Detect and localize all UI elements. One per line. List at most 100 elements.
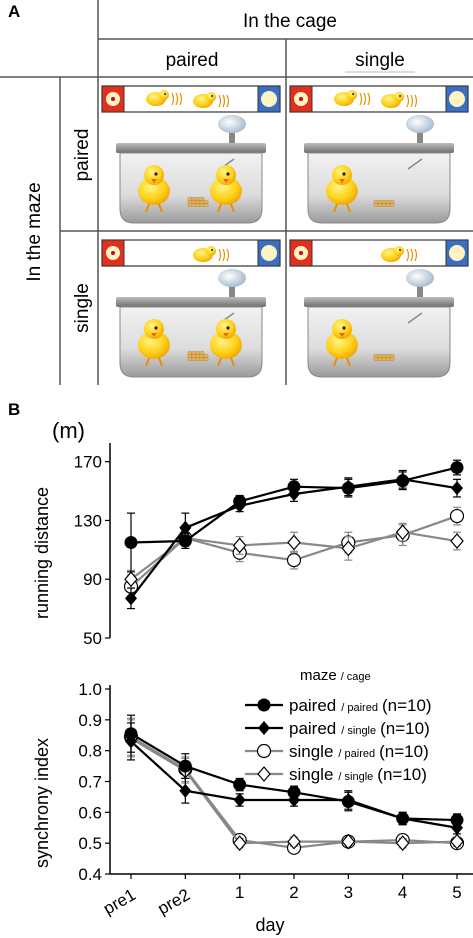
grain [381, 200, 387, 204]
sound-wave [414, 94, 418, 108]
x-tick-label: 3 [344, 883, 353, 902]
grain [385, 203, 391, 207]
chick-head [159, 90, 169, 100]
grain [377, 357, 383, 361]
maze-red-dot [111, 97, 115, 101]
data-point [395, 524, 410, 541]
chick-head [144, 319, 164, 339]
data-point [341, 540, 356, 557]
sound-wave [359, 92, 363, 106]
grain [389, 357, 395, 361]
unit-label: (m) [52, 418, 85, 443]
chick-head [216, 165, 236, 185]
data-point [395, 835, 410, 852]
data-point [450, 833, 464, 850]
series-paired-single [125, 469, 463, 610]
data-point [287, 534, 301, 551]
legend-swatch-marker [257, 698, 271, 712]
grain [195, 203, 201, 207]
chick-leg [145, 357, 150, 367]
legend-swatch-marker [257, 766, 271, 782]
cage-chick [210, 165, 242, 213]
chick-beak [151, 333, 157, 337]
data-point [179, 783, 192, 798]
chick-beak [223, 333, 229, 337]
maze-chick [193, 246, 230, 262]
col-label-single: single [355, 50, 405, 71]
grain [187, 351, 193, 355]
data-point [341, 833, 356, 850]
y-axis-label: synchrony index [32, 738, 52, 868]
maze-chick [193, 92, 230, 108]
chick-head [332, 165, 352, 185]
condition-cell [289, 85, 469, 224]
lamp-stand [417, 283, 423, 297]
chick-eye [399, 95, 401, 97]
chick-leg [230, 203, 235, 213]
x-axis-label: day [255, 915, 284, 935]
maze-chick [334, 90, 371, 106]
grain [191, 203, 197, 207]
chick-beak [339, 179, 345, 183]
chick-body [326, 331, 358, 359]
row-header-in-the-maze: In the maze [24, 182, 45, 281]
series-single-single [124, 719, 464, 852]
cage-lid [304, 143, 454, 153]
x-tick-label: 4 [398, 883, 407, 902]
legend-n: (n=10) [379, 742, 429, 761]
row-label-single: single [72, 283, 93, 333]
cage-chick [138, 319, 170, 367]
cage-lid [116, 143, 266, 153]
data-point [233, 498, 246, 513]
maze-track [101, 239, 281, 267]
grain [377, 354, 383, 358]
cage-lid [116, 297, 266, 307]
data-point [342, 479, 355, 494]
legend-maze: single [289, 742, 333, 761]
data-point [342, 793, 355, 807]
cage-lid [304, 297, 454, 307]
legend-cage: / single [341, 725, 376, 737]
chick-head [206, 246, 216, 256]
panel-a-diagram: In the cage paired single In the maze pa… [0, 0, 473, 385]
sound-wave [406, 248, 410, 262]
grain [385, 354, 391, 358]
data-point [450, 461, 464, 475]
data-point [232, 537, 247, 554]
grain [191, 351, 197, 355]
sound-wave [363, 92, 367, 106]
chick-head [216, 319, 236, 339]
sound-wave [218, 248, 222, 262]
chick-leg [158, 357, 163, 367]
sound-wave [414, 248, 418, 262]
grain [381, 354, 387, 358]
chick-head [394, 246, 404, 256]
lamp-bulb [406, 115, 434, 133]
chick-head [332, 319, 352, 339]
grain [187, 357, 193, 361]
grain [195, 354, 201, 358]
chick-leg [333, 203, 338, 213]
sound-wave [226, 248, 230, 262]
y-tick-label: 170 [74, 453, 102, 472]
lamp-stand [229, 129, 235, 143]
y-tick-label: 0.7 [78, 773, 102, 792]
grain [191, 354, 197, 358]
chick-eye [352, 93, 354, 95]
grain [381, 357, 387, 361]
maze-red-dot [299, 97, 303, 101]
chick-head [206, 92, 216, 102]
data-point [451, 481, 463, 496]
data-point [451, 820, 463, 835]
grain [389, 200, 395, 204]
chick-eye [154, 172, 158, 176]
chick-leg [333, 357, 338, 367]
chart-synchrony-index: synchrony index day 0.4 0.5 0.6 0.7 0.8 0.9 1.… [32, 667, 473, 935]
maze-blue-target [261, 245, 277, 261]
sound-wave [175, 92, 179, 106]
data-point [396, 472, 409, 487]
condition-cell [101, 239, 281, 378]
series-paired-single [125, 722, 463, 835]
y-tick-label: 0.9 [78, 711, 102, 730]
chick-leg [217, 357, 222, 367]
